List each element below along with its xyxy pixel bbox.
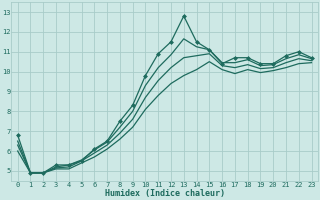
X-axis label: Humidex (Indice chaleur): Humidex (Indice chaleur) xyxy=(105,189,225,198)
